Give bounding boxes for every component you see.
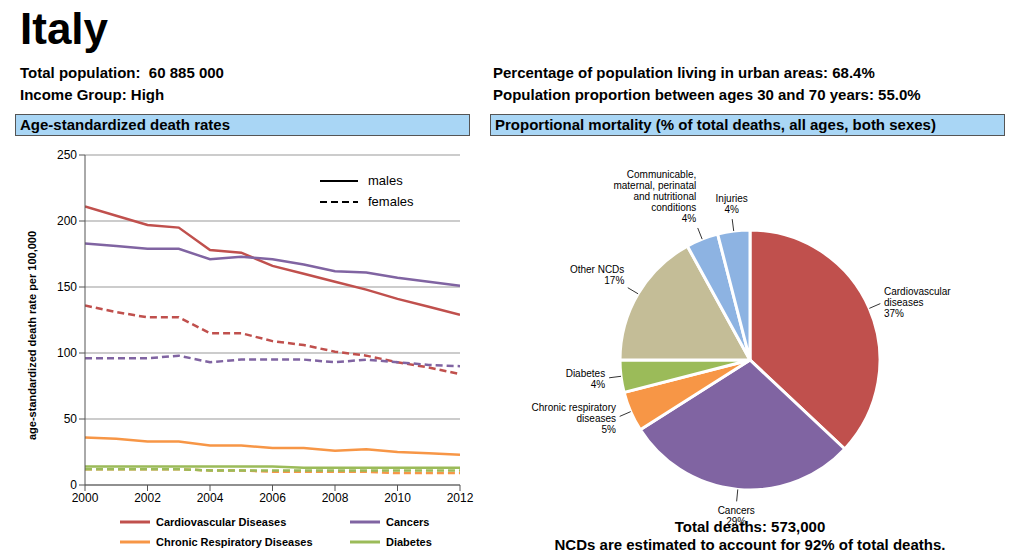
svg-text:50: 50 xyxy=(64,412,78,426)
svg-text:150: 150 xyxy=(57,280,77,294)
html-text:29%: 29% xyxy=(726,516,747,528)
html-text:females: females xyxy=(368,194,414,209)
svg-text:2008: 2008 xyxy=(322,491,349,505)
svg-text:Cardiovasculardiseases37%: Cardiovasculardiseases37% xyxy=(884,286,951,319)
svg-text:2004: 2004 xyxy=(197,491,224,505)
svg-text:Chronic respiratorydiseases5%: Chronic respiratorydiseases5% xyxy=(532,402,617,435)
html-text:Age-standardized death rates: Age-standardized death rates xyxy=(20,116,231,133)
html-text:NCDs are estimated to account: NCDs are estimated to account for 92% of… xyxy=(554,536,946,553)
svg-text:age-standardized death rate pe: age-standardized death rate per 100,000 xyxy=(26,231,38,440)
html-text:Income Group: High: Income Group: High xyxy=(20,86,165,103)
svg-text:2010: 2010 xyxy=(384,491,411,505)
html-text:Total deaths: 573,000: Total deaths: 573,000 xyxy=(674,518,826,535)
svg-text:2006: 2006 xyxy=(259,491,286,505)
svg-text:250: 250 xyxy=(57,148,77,162)
html-text:Diabetes: Diabetes xyxy=(386,536,432,548)
svg-text:2012: 2012 xyxy=(447,491,474,505)
html-text:Chronic Respiratory Diseases: Chronic Respiratory Diseases xyxy=(156,536,313,548)
svg-text:100: 100 xyxy=(57,346,77,360)
svg-text:200: 200 xyxy=(57,214,77,228)
html-text:Population proportion between: Population proportion between ages 30 an… xyxy=(493,86,921,103)
svg-text:2002: 2002 xyxy=(134,491,161,505)
html-text:Cancers: Cancers xyxy=(386,516,430,528)
svg-text:Diabetes4%: Diabetes4% xyxy=(566,368,606,390)
svg-text:Communicable,maternal, perinat: Communicable,maternal, perinataland nutr… xyxy=(613,169,696,224)
html-text:Cardiovascular Diseases: Cardiovascular Diseases xyxy=(156,516,287,528)
svg-text:0: 0 xyxy=(70,478,77,492)
html-text:Italy: Italy xyxy=(20,4,108,53)
svg-text:Other NCDs17%: Other NCDs17% xyxy=(570,264,625,286)
html-text:Percentage of population livin: Percentage of population living in urban… xyxy=(493,64,875,81)
html-text:Total population: 60 885 000: Total population: 60 885 000 xyxy=(20,64,224,81)
html-text:males: males xyxy=(368,173,403,188)
html-text:Cancers: Cancers xyxy=(717,505,755,517)
html-text:Proportional mortality (% of t: Proportional mortality (% of total death… xyxy=(495,116,936,133)
svg-text:Injuries4%: Injuries4% xyxy=(716,193,748,215)
svg-text:2000: 2000 xyxy=(72,491,99,505)
